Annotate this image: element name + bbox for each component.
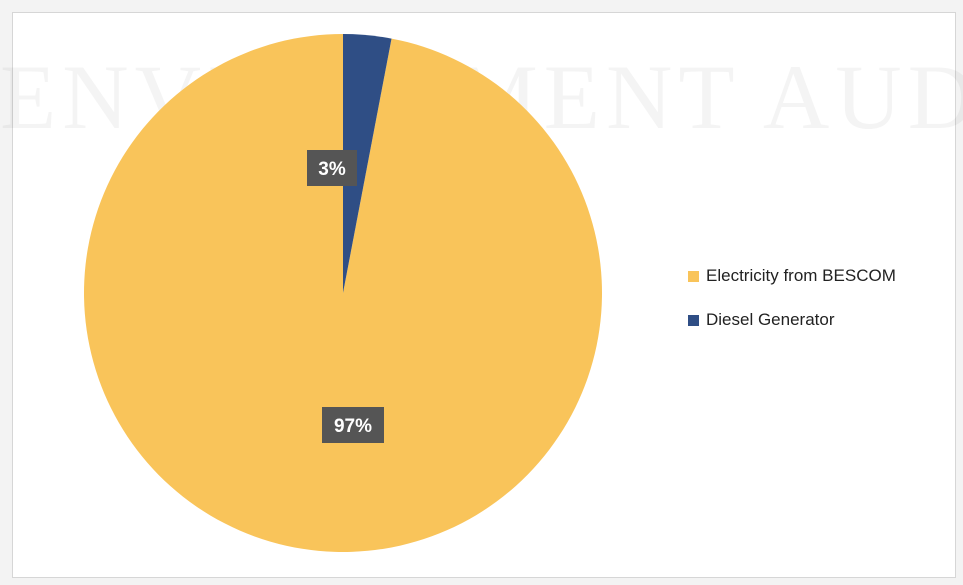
data-label-text: 97%	[334, 416, 372, 437]
legend-swatch-diesel	[688, 314, 699, 326]
legend-label-electricity: Electricity from BESCOM	[706, 266, 896, 285]
pie-slices	[84, 34, 603, 552]
data-label-diesel: 3%	[307, 150, 357, 186]
legend: Electricity from BESCOM Diesel Generator	[688, 262, 896, 350]
legend-label-diesel: Diesel Generator	[706, 310, 835, 329]
data-label-box	[322, 407, 384, 443]
pie-slice-diesel-generator	[343, 34, 392, 293]
data-label-electricity: 97%	[322, 407, 384, 443]
legend-swatch-electricity	[688, 270, 699, 282]
data-label-text: 3%	[318, 159, 346, 180]
legend-item-diesel: Diesel Generator	[688, 306, 896, 334]
data-label-box	[307, 150, 357, 186]
pie-data-labels: 97% 3%	[307, 150, 384, 443]
legend-item-electricity: Electricity from BESCOM	[688, 262, 896, 290]
